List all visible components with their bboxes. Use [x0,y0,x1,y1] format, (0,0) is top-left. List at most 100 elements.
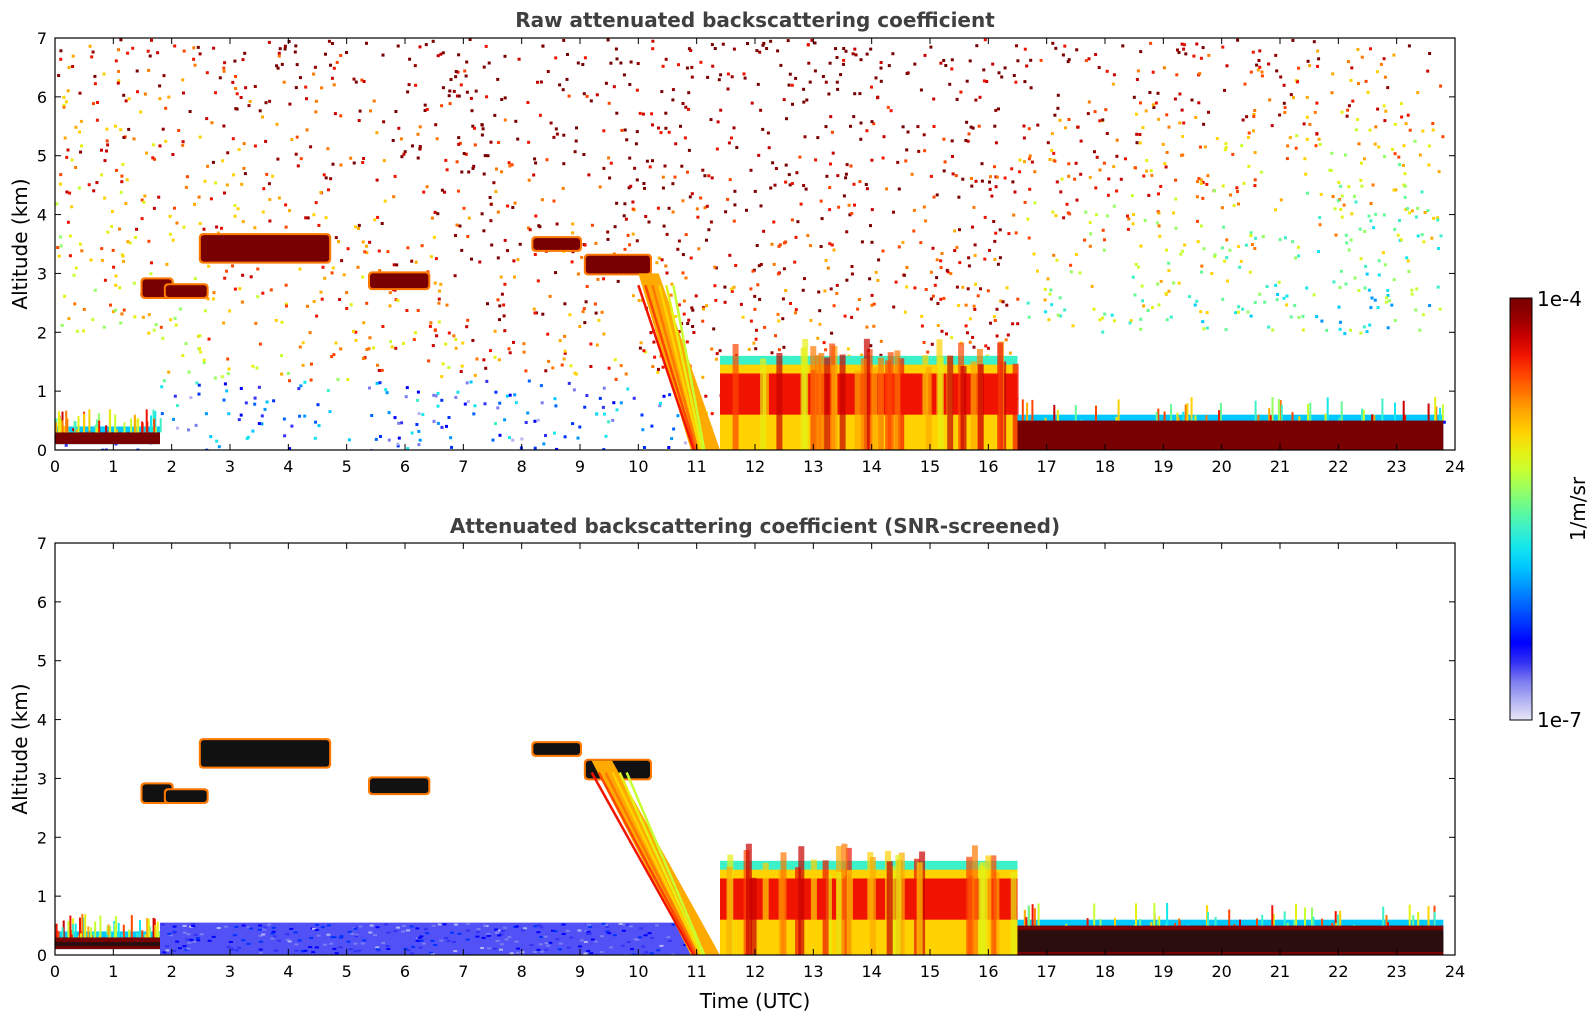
noise-pixel [532,307,536,311]
noise-pixel [970,184,974,188]
noise-pixel [1253,109,1257,112]
noise-pixel [340,259,344,263]
noise-pixel [614,47,618,51]
noise-pixel [702,307,705,311]
aerosol-pixel [360,942,365,945]
noise-pixel [858,180,862,184]
cloud-deck-column [895,854,902,955]
noise-pixel [440,398,444,402]
noise-pixel [64,100,68,104]
noise-pixel [1384,300,1388,304]
noise-pixel [100,148,103,152]
aerosol-pixel [314,929,319,931]
boundary-layer-spike [157,932,160,938]
noise-pixel [127,127,131,131]
noise-pixel [870,158,874,162]
noise-pixel [681,253,685,257]
noise-pixel [93,82,97,86]
noise-pixel [715,352,719,356]
noise-pixel [1237,245,1241,249]
noise-pixel [315,314,319,318]
noise-pixel [437,297,441,301]
noise-pixel [1253,184,1257,188]
noise-pixel [407,83,411,87]
noise-pixel [889,109,893,113]
noise-pixel [223,191,226,195]
noise-pixel [185,175,189,179]
noise-pixel [425,108,429,111]
noise-pixel [553,431,556,435]
noise-pixel [1138,141,1142,145]
noise-pixel [288,209,291,213]
aerosol-pixel [454,923,458,926]
noise-pixel [997,107,1000,111]
noise-pixel [1334,233,1338,237]
y-tick-label: 2 [37,828,47,847]
noise-pixel [452,89,456,93]
noise-pixel [1028,154,1032,158]
noise-pixel [475,357,479,361]
noise-pixel [1236,310,1240,314]
boundary-layer-spike [58,411,60,433]
noise-pixel [440,188,444,192]
noise-pixel [1030,160,1034,164]
aerosol-pixel [396,926,401,929]
noise-pixel [1406,113,1410,117]
noise-pixel [428,324,432,328]
noise-pixel [724,210,728,214]
aerosol-pixel [671,953,676,955]
aerosol-pixel [193,933,198,936]
noise-pixel [1286,144,1290,148]
noise-pixel [305,128,309,132]
noise-pixel [283,44,287,48]
noise-pixel [389,340,393,344]
noise-pixel [1180,108,1184,112]
noise-pixel [935,276,939,280]
noise-pixel [813,69,817,73]
aerosol-pixel [466,922,471,925]
noise-pixel [324,176,328,180]
noise-pixel [199,350,203,354]
aerosol-pixel [424,928,428,931]
noise-pixel [247,104,251,108]
boundary-layer-spike [1298,416,1301,421]
noise-pixel [1415,287,1419,291]
aerosol-pixel [655,924,660,927]
noise-pixel [684,276,688,280]
noise-pixel [602,448,606,450]
boundary-layer-spike [1271,397,1274,421]
noise-pixel [942,296,946,300]
noise-pixel [223,382,227,386]
noise-pixel [945,332,948,336]
aerosol-pixel [362,939,367,942]
noise-pixel [598,185,602,189]
boundary-layer-spike [1441,404,1444,421]
noise-pixel [1027,236,1031,240]
aerosol-pixel [565,929,570,932]
aerosol-pixel [493,947,497,950]
noise-pixel [749,168,753,172]
noise-pixel [1308,122,1312,126]
noise-pixel [455,223,459,227]
aerosol-pixel [172,950,177,952]
noise-pixel [639,341,643,345]
noise-pixel [687,107,690,111]
noise-pixel [1207,53,1211,57]
aerosol-pixel [578,945,583,948]
noise-pixel [1050,132,1054,136]
noise-pixel [1067,174,1071,178]
noise-pixel [538,225,542,229]
noise-pixel [1197,177,1201,181]
boundary-layer-spike [87,926,90,938]
noise-pixel [213,376,217,380]
noise-pixel [745,208,748,212]
noise-pixel [363,356,367,360]
boundary-layer-spike [108,431,110,433]
noise-pixel [1247,136,1250,139]
noise-pixel [1029,86,1033,90]
noise-pixel [1292,96,1295,100]
aerosol-pixel [628,925,633,928]
cloud-core [165,285,207,297]
noise-pixel [1372,226,1376,230]
noise-pixel [542,442,546,446]
